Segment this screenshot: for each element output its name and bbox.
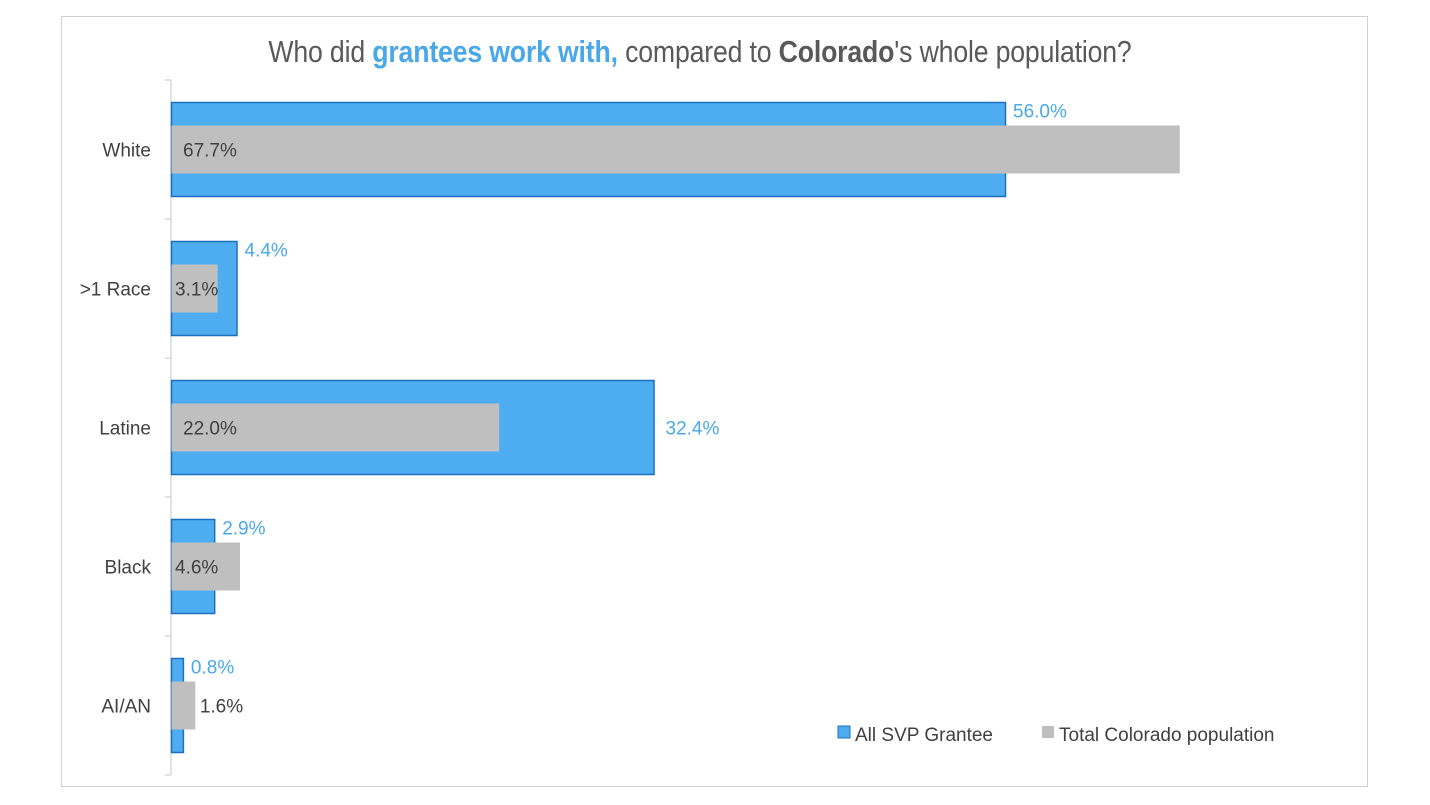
bar-population-3 [171,542,241,591]
category-label-2: Latine [99,419,151,440]
category-label-3: Black [105,558,152,579]
legend-swatch-grantee [837,725,851,739]
bar-population-2 [171,403,500,452]
data-label-grantee-3: 2.9% [222,519,265,540]
data-label-population-4: 1.6% [200,697,243,718]
data-label-grantee-2: 32.4% [666,419,720,440]
chart-title: Who did grantees work with, compared to … [268,34,1132,69]
data-label-grantee-0: 56.0% [1013,102,1067,123]
data-label-grantee-4: 0.8% [191,658,234,679]
legend-swatch-population [1042,726,1054,738]
category-label-1: >1 Race [80,280,151,301]
data-label-grantee-1: 4.4% [245,241,288,262]
bar-population-4 [171,681,196,730]
bar-population-0 [171,125,1180,174]
data-label-population-0: 67.7% [183,141,237,162]
data-label-population-3: 4.6% [175,558,218,579]
legend-label-population: Total Colorado population [1059,725,1275,746]
data-label-population-1: 3.1% [175,280,218,301]
data-label-population-2: 22.0% [183,419,237,440]
bar-population-1 [171,264,218,313]
legend-label-grantee: All SVP Grantee [855,725,993,746]
category-label-0: White [102,141,151,162]
category-label-4: AI/AN [101,697,151,718]
